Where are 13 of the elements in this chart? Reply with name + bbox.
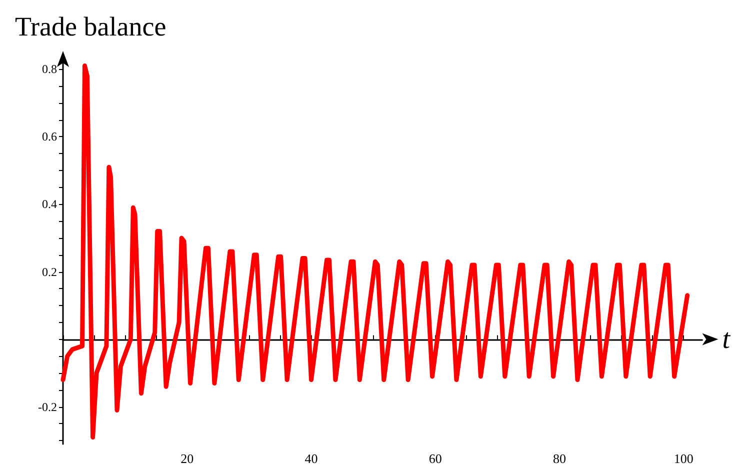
x-tick-label: 20: [180, 451, 194, 465]
y-tick-label: 0.8: [42, 62, 57, 76]
y-tick-label: -0.2: [38, 400, 57, 414]
y-tick-label: 0.4: [42, 197, 57, 212]
x-tick-label: 60: [428, 451, 442, 465]
chart-title: Trade balance: [15, 12, 166, 42]
x-tick-label: 40: [304, 451, 318, 465]
y-tick-label: 0.2: [42, 264, 57, 279]
y-tick-label: 0.6: [42, 130, 57, 144]
x-tick-label: 80: [552, 451, 566, 465]
x-tick-label: 100: [674, 451, 694, 465]
x-axis-title: t: [722, 324, 732, 355]
line-series: [60, 64, 690, 440]
